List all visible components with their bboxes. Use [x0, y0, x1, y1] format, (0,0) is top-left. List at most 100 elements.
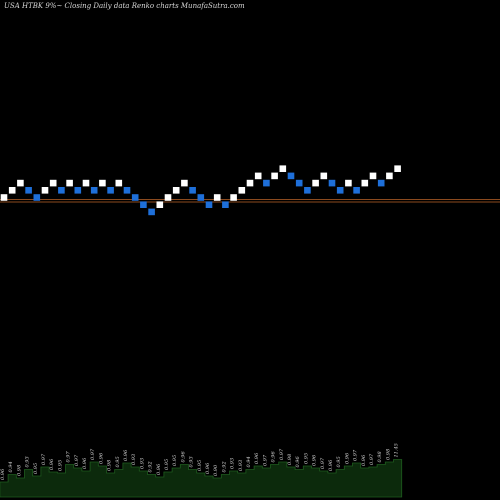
volume-label: 0.98	[16, 465, 22, 476]
reference-lines	[0, 199, 500, 203]
volume-label: 0.93	[238, 460, 244, 471]
down-brick	[74, 187, 82, 194]
volume-label: 0.96	[205, 462, 211, 474]
volume-label: 0.90	[213, 464, 219, 476]
volume-label: 0.97	[262, 454, 268, 466]
volume-label: 0.94	[246, 456, 252, 467]
volume-label: 0.96	[312, 454, 318, 466]
down-brick	[90, 187, 98, 194]
up-brick	[361, 179, 369, 187]
volume-label: 11.45	[394, 443, 400, 457]
volume-label: 0.94	[8, 461, 14, 472]
volume-label: 0.95	[33, 463, 39, 474]
down-brick	[205, 201, 213, 208]
volume-label: 0.97	[41, 453, 47, 465]
volume-label: 0.93	[25, 456, 31, 467]
volume-label: 0.93	[230, 458, 236, 469]
volume-label: 0.96	[98, 452, 104, 464]
chart-title: USA HTBK 9%~ Closing Daily data Renko ch…	[4, 2, 245, 10]
volume-label: 0.96	[180, 451, 186, 463]
volume-label: 0.97	[320, 457, 326, 469]
volume-label: 0.98	[377, 451, 383, 462]
down-brick	[148, 208, 155, 216]
up-brick	[271, 172, 278, 180]
down-brick	[263, 179, 270, 187]
down-brick	[336, 187, 344, 194]
volume-label: 0.98	[385, 449, 391, 460]
down-brick	[123, 187, 131, 194]
volume-label: 0.96	[254, 452, 260, 464]
volume-label: 0.95	[164, 459, 170, 470]
volume-label: 0.93	[131, 454, 137, 465]
volume-label: 0.97	[369, 453, 375, 465]
down-brick	[287, 172, 295, 180]
down-brick	[131, 194, 139, 201]
up-brick	[312, 179, 319, 187]
volume-label: 0.95	[336, 456, 342, 467]
down-brick	[295, 179, 303, 187]
volume-label: 0.92	[221, 461, 227, 472]
down-brick	[107, 187, 114, 194]
up-brick	[17, 179, 24, 187]
volume-label: 0.97	[353, 449, 359, 461]
volume-label: 0.96	[295, 456, 301, 468]
down-brick	[328, 179, 336, 187]
volume-label: 0.96	[328, 459, 334, 471]
up-brick	[213, 194, 221, 201]
down-brick	[189, 187, 196, 194]
renko-bricks	[0, 165, 401, 216]
up-brick	[41, 187, 49, 194]
up-brick	[394, 165, 401, 172]
up-brick	[99, 179, 106, 187]
down-brick	[197, 194, 205, 201]
down-brick	[304, 187, 311, 194]
down-brick	[25, 187, 32, 194]
volume-label: 0.93	[189, 456, 195, 467]
up-brick	[230, 194, 237, 201]
up-brick	[279, 165, 287, 172]
up-brick	[66, 179, 73, 187]
volume-label: 0.93	[139, 458, 145, 469]
down-brick	[140, 201, 147, 208]
volume-label: 0.92	[148, 461, 154, 472]
down-brick	[353, 187, 360, 194]
down-brick	[377, 179, 385, 187]
volume-label: 0.96	[0, 468, 6, 480]
volume-label: 0.98	[107, 460, 113, 471]
up-brick	[49, 179, 57, 187]
volume-label: 0.96	[82, 457, 88, 469]
up-brick	[246, 179, 254, 187]
volume-label: 0.97	[279, 448, 285, 460]
volume-panel: 0.960.94 0.980.930.950.97 0.96 0.950.97 0.97…	[0, 443, 403, 498]
volume-label: 0.96	[344, 452, 350, 464]
volume-label: 0.95	[303, 453, 309, 464]
up-brick	[172, 187, 180, 194]
up-brick	[254, 172, 262, 180]
up-brick	[0, 194, 8, 201]
up-brick	[320, 172, 328, 180]
up-brick	[238, 187, 246, 194]
up-brick	[181, 179, 188, 187]
up-brick	[386, 172, 393, 180]
up-brick	[8, 187, 16, 194]
volume-label: 0.97	[66, 451, 72, 463]
up-brick	[164, 194, 172, 201]
volume-label: 0.95	[172, 455, 178, 466]
volume-area	[0, 459, 403, 498]
volume-label: 0.96	[49, 458, 55, 470]
volume-label: 0.95	[115, 456, 121, 467]
volume-label: 0.97	[74, 454, 80, 466]
volume-label: 0.96	[123, 449, 129, 461]
up-brick	[82, 179, 90, 187]
up-brick	[156, 201, 164, 208]
volume-label: 0.97	[90, 448, 96, 460]
down-brick	[58, 187, 65, 194]
up-brick	[369, 172, 377, 180]
volume-label: 0.96	[271, 451, 277, 463]
volume-label: 0.96	[361, 454, 367, 466]
down-brick	[222, 201, 229, 208]
up-brick	[345, 179, 352, 187]
down-brick	[33, 194, 41, 201]
